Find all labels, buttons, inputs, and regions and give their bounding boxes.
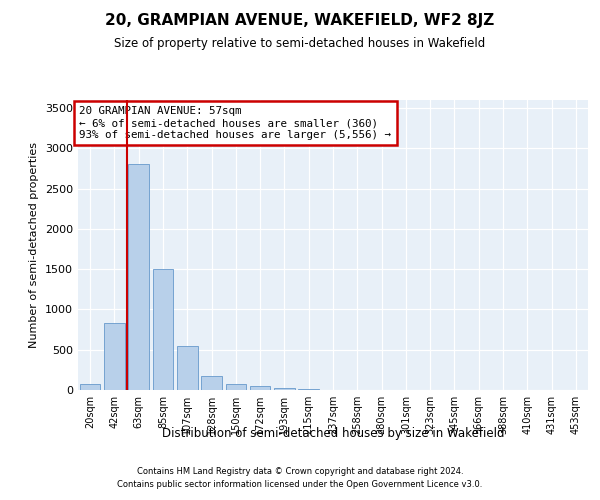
Bar xyxy=(128,164,149,390)
Y-axis label: Number of semi-detached properties: Number of semi-detached properties xyxy=(29,142,40,348)
Text: Distribution of semi-detached houses by size in Wakefield: Distribution of semi-detached houses by … xyxy=(162,428,504,440)
Bar xyxy=(80,384,100,390)
Text: Contains public sector information licensed under the Open Government Licence v3: Contains public sector information licen… xyxy=(118,480,482,489)
Text: 20 GRAMPIAN AVENUE: 57sqm
← 6% of semi-detached houses are smaller (360)
93% of : 20 GRAMPIAN AVENUE: 57sqm ← 6% of semi-d… xyxy=(79,106,391,140)
Bar xyxy=(152,269,173,390)
Bar xyxy=(274,388,295,390)
Bar xyxy=(104,323,125,390)
Text: 20, GRAMPIAN AVENUE, WAKEFIELD, WF2 8JZ: 20, GRAMPIAN AVENUE, WAKEFIELD, WF2 8JZ xyxy=(106,12,494,28)
Bar xyxy=(250,386,271,390)
Bar xyxy=(201,376,222,390)
Bar xyxy=(177,346,197,390)
Bar xyxy=(226,384,246,390)
Text: Contains HM Land Registry data © Crown copyright and database right 2024.: Contains HM Land Registry data © Crown c… xyxy=(137,467,463,476)
Text: Size of property relative to semi-detached houses in Wakefield: Size of property relative to semi-detach… xyxy=(115,38,485,51)
